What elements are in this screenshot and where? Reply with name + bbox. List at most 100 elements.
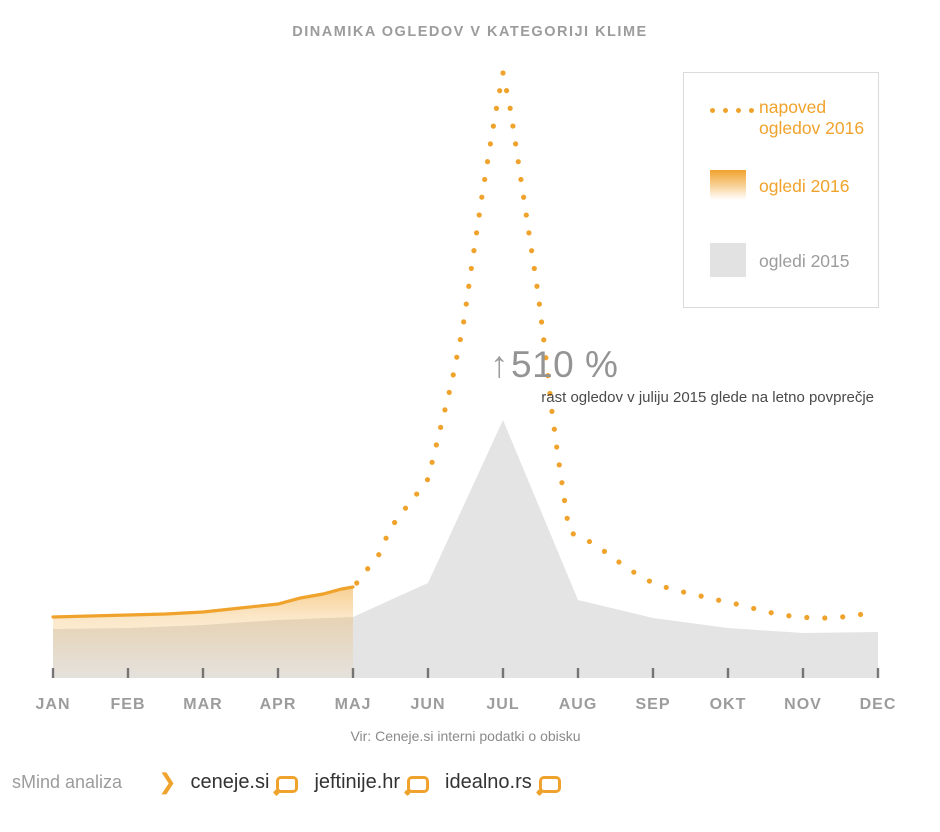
forecast-dot	[461, 319, 467, 325]
forecast-dot	[564, 515, 570, 521]
footer: sMind analiza ❯ ceneje.si jeftinije.hr i…	[12, 766, 577, 798]
forecast-dot	[476, 212, 482, 218]
forecast-dot	[487, 141, 493, 147]
site-group-idealno: idealno.rs	[445, 771, 561, 794]
tag-icon	[407, 775, 430, 793]
forecast-dot	[518, 176, 524, 183]
forecast-dot	[804, 614, 810, 621]
forecast-dot	[768, 610, 774, 616]
forecast-dot	[531, 265, 537, 272]
forecast-dot	[468, 265, 474, 272]
axis-label-nov: NOV	[784, 696, 822, 713]
forecast-dot	[556, 462, 562, 468]
forecast-dot	[538, 319, 545, 325]
forecast-dot	[450, 372, 456, 378]
gray-area-swatch-icon	[710, 243, 746, 277]
forecast-dot	[515, 159, 521, 165]
forecast-dot	[402, 505, 409, 511]
legend-label-napoved: napoved ogledov 2016	[759, 97, 865, 138]
axis-label-okt: OKT	[709, 696, 747, 713]
forecast-dot	[510, 123, 516, 129]
growth-percentage: 510 %	[511, 344, 619, 385]
chart-title: DINAMIKA OGLEDOV V KATEGORIJI KLIME	[292, 24, 648, 40]
up-arrow-icon: ↑	[490, 344, 509, 385]
axis-label-dec: DEC	[859, 696, 897, 713]
forecast-dot	[601, 548, 608, 554]
forecast-dot	[376, 552, 382, 558]
forecast-dot	[520, 194, 527, 200]
legend-label-ogledi-2016: ogledi 2016	[759, 176, 850, 196]
forecast-dot	[681, 589, 687, 595]
forecast-dot	[523, 212, 529, 218]
forecast-dot	[549, 408, 555, 414]
axis-label-apr: APR	[259, 696, 297, 713]
axis-label-feb: FEB	[110, 696, 146, 713]
forecast-dot	[433, 442, 439, 448]
site-group-jeftinije: jeftinije.hr	[314, 770, 430, 794]
forecast-dot	[479, 194, 485, 200]
chart-legend: napoved ogledov 2016 ogledi 2016 ogledi …	[683, 72, 879, 308]
forecast-dot	[466, 283, 472, 289]
forecast-dot	[554, 444, 560, 450]
forecast-dot	[484, 159, 491, 165]
forecast-dot	[500, 70, 506, 76]
forecast-dot	[490, 123, 496, 129]
forecast-dot	[503, 88, 510, 94]
forecast-dot	[545, 373, 551, 379]
forecast-dot	[570, 531, 576, 537]
forecast-dot	[392, 519, 398, 526]
forecast-dot	[541, 337, 547, 343]
brand-label: sMind analiza	[12, 771, 123, 792]
site-group-ceneje: ceneje.si	[191, 771, 299, 794]
forecast-dot	[429, 459, 435, 465]
forecast-dot	[365, 566, 371, 572]
forecast-dot	[414, 491, 420, 497]
forecast-dot	[482, 176, 488, 183]
forecast-dot	[457, 336, 463, 343]
forecast-dot	[822, 615, 828, 621]
forecast-dot	[547, 390, 553, 397]
forecast-dot	[446, 389, 452, 396]
forecast-dot	[507, 105, 513, 111]
forecast-dot	[526, 230, 532, 236]
source-note: Vir: Ceneje.si interni podatki o obisku	[350, 728, 581, 744]
forecast-dot	[751, 605, 757, 612]
legend-label-ogledi-2015: ogledi 2015	[759, 251, 850, 271]
axis-label-jan: JAN	[35, 696, 71, 713]
forecast-dot	[733, 601, 739, 607]
site-label-idealno: idealno.rs	[445, 770, 532, 793]
forecast-dot	[698, 593, 704, 599]
tag-icon	[276, 775, 299, 793]
forecast-dot	[536, 301, 542, 307]
growth-annotation-caption: rast ogledov v juliju 2015 glede na letn…	[541, 389, 874, 406]
axis-label-aug: AUG	[558, 696, 598, 713]
forecast-dot	[559, 480, 565, 486]
tag-icon	[538, 775, 561, 793]
forecast-dot	[471, 248, 477, 254]
axis-label-mar: MAR	[183, 696, 223, 713]
forecast-dot	[551, 426, 557, 432]
forecast-dot	[561, 497, 568, 504]
dotted-line-swatch-icon	[710, 108, 754, 113]
site-label-jeftinije: jeftinije.hr	[314, 770, 401, 793]
forecast-dot	[529, 248, 535, 254]
forecast-dot	[473, 230, 480, 236]
forecast-dot	[786, 613, 792, 619]
forecast-dot	[586, 538, 593, 545]
forecast-dot	[424, 477, 431, 483]
views-chart	[51, 70, 880, 678]
axis-label-sep: SEP	[635, 696, 671, 713]
forecast-dot	[534, 283, 540, 289]
forecast-dot	[857, 611, 864, 618]
forecast-dot	[512, 141, 519, 147]
forecast-dot	[493, 105, 500, 111]
forecast-dot	[442, 407, 448, 413]
forecast-dot	[616, 559, 622, 565]
growth-annotation-value: ↑510 %	[490, 344, 618, 386]
forecast-dot	[354, 580, 360, 586]
forecast-dot	[543, 355, 549, 361]
forecast-dot	[663, 584, 669, 591]
forecast-dot	[454, 354, 460, 360]
forecast-dot	[438, 424, 444, 430]
